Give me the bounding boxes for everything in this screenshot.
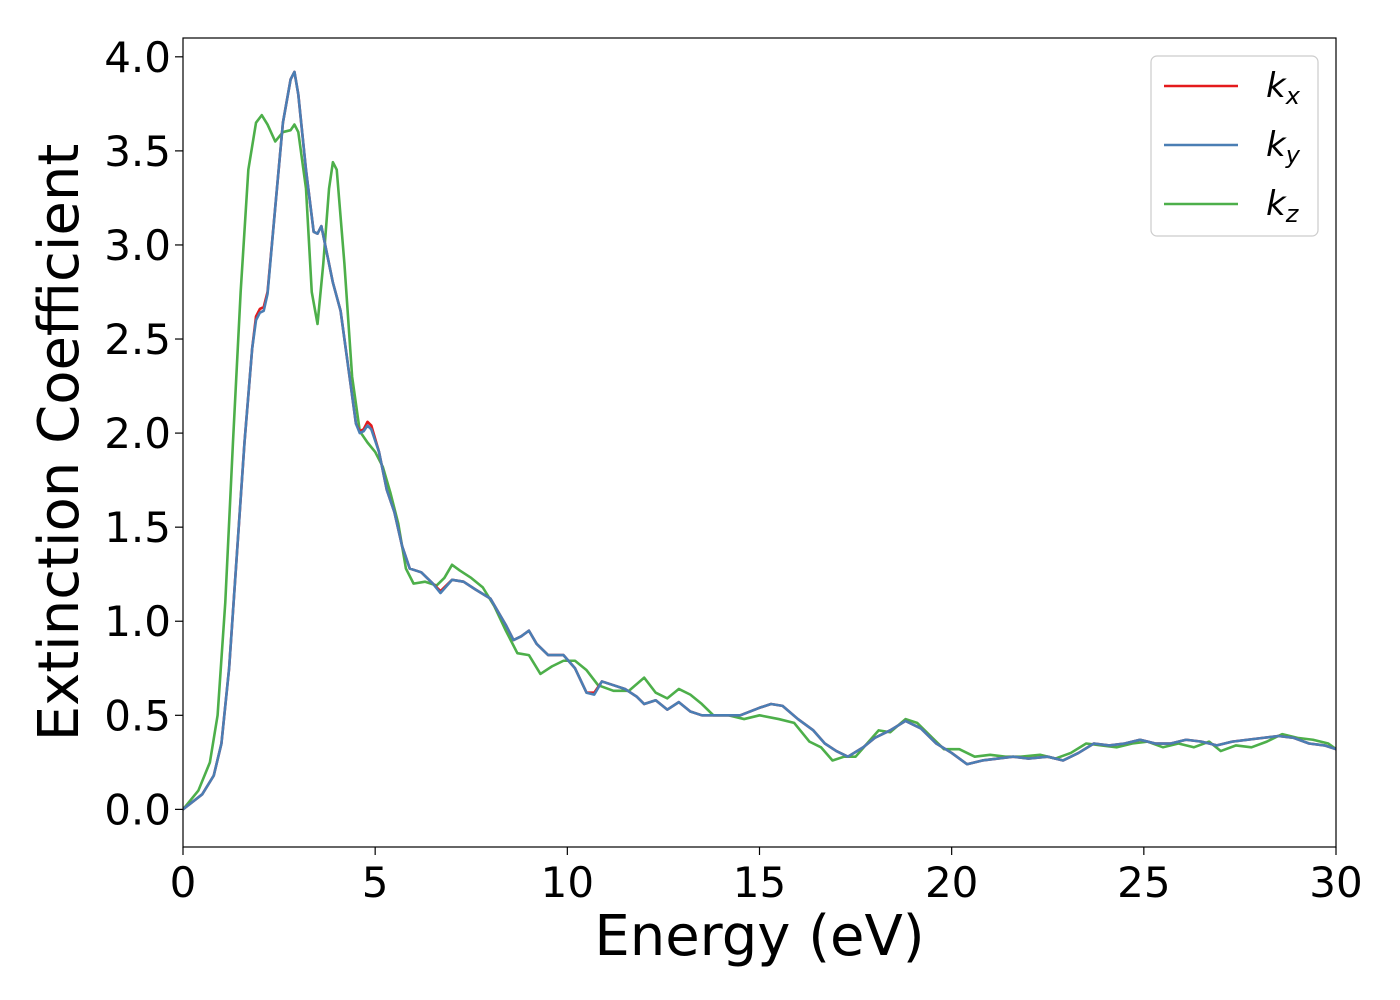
legend-label-main: k [1266, 125, 1287, 165]
x-tick-label: 5 [362, 858, 389, 907]
x-tick-label: 0 [170, 858, 197, 907]
x-tick-label: 30 [1309, 858, 1362, 907]
y-tick-label: 2.5 [104, 315, 171, 364]
x-axis-title: Energy (eV) [594, 904, 924, 969]
legend-label-k-z: kz [1266, 184, 1300, 228]
series-line-k-y [183, 70, 1336, 811]
x-tick-label: 25 [1117, 858, 1170, 907]
y-tick-label: 0.5 [104, 691, 171, 740]
x-tick-label: 15 [733, 858, 786, 907]
legend-label-subscript: x [1285, 82, 1301, 110]
y-tick-label: 3.5 [104, 127, 171, 176]
x-axis-ticks: 0 5 10 15 20 25 30 [170, 847, 1363, 907]
legend-label-subscript: z [1285, 200, 1300, 228]
y-tick-label: 3.0 [104, 221, 171, 270]
y-axis-ticks: 0.0 0.5 1.0 1.5 2.0 2.5 3.0 3.5 4.0 [104, 33, 183, 834]
plot-area [183, 70, 1336, 811]
legend-label-subscript: y [1285, 141, 1301, 169]
y-tick-label: 2.0 [104, 409, 171, 458]
x-tick-label: 20 [925, 858, 978, 907]
legend-label-main: k [1266, 66, 1287, 106]
y-tick-label: 1.5 [104, 503, 171, 552]
y-axis-title: Extinction Coefficient [27, 144, 92, 742]
legend-label-main: k [1266, 184, 1287, 224]
series-line-k-z [183, 113, 1336, 811]
legend-label-k-x: kx [1266, 66, 1301, 110]
y-tick-label: 0.0 [104, 785, 171, 834]
legend-label-k-y: ky [1266, 125, 1301, 169]
x-tick-label: 10 [541, 858, 594, 907]
y-tick-label: 4.0 [104, 33, 171, 82]
y-tick-label: 1.0 [104, 597, 171, 646]
